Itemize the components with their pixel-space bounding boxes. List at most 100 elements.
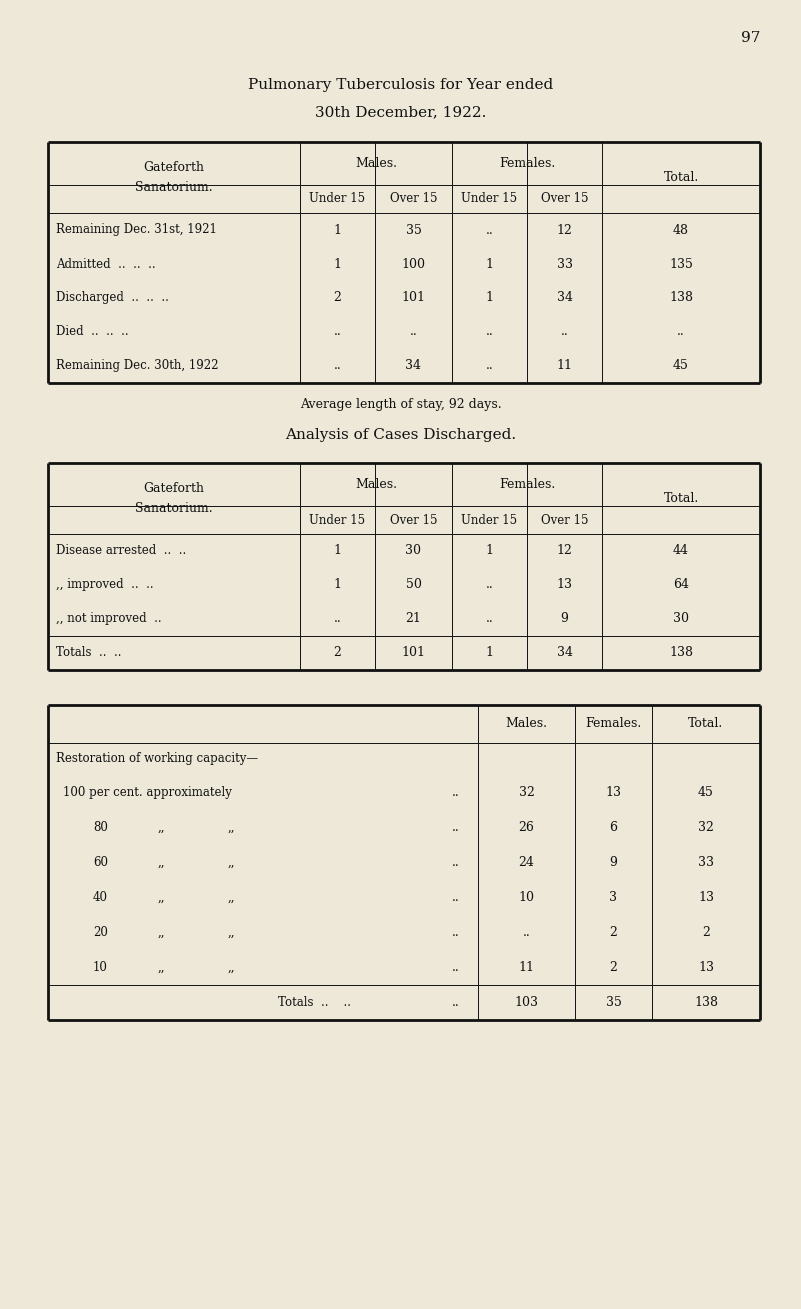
Text: 135: 135: [669, 258, 693, 271]
Text: Discharged  ..  ..  ..: Discharged .. .. ..: [56, 292, 169, 305]
Text: ..: ..: [561, 326, 569, 339]
Text: 13: 13: [698, 891, 714, 905]
Text: ,,: ,,: [228, 961, 235, 974]
Text: ..: ..: [452, 925, 460, 939]
Text: ..: ..: [452, 821, 460, 834]
Text: 60: 60: [93, 856, 108, 869]
Text: Females.: Females.: [499, 478, 555, 491]
Text: 2: 2: [610, 961, 618, 974]
Text: 103: 103: [514, 996, 538, 1009]
Text: Under 15: Under 15: [309, 192, 365, 206]
Text: Under 15: Under 15: [461, 513, 517, 526]
Text: 1: 1: [333, 579, 341, 592]
Text: 34: 34: [557, 292, 573, 305]
Text: 33: 33: [698, 856, 714, 869]
Text: 50: 50: [405, 579, 421, 592]
Text: Males.: Males.: [355, 157, 397, 170]
Text: Females.: Females.: [586, 717, 642, 730]
Text: ,,: ,,: [228, 891, 235, 905]
Text: 20: 20: [93, 925, 108, 939]
Text: ..: ..: [334, 360, 341, 373]
Text: Total.: Total.: [688, 717, 723, 730]
Text: Under 15: Under 15: [461, 192, 517, 206]
Text: ..: ..: [485, 360, 493, 373]
Text: Totals  ..    ..: Totals .. ..: [278, 996, 351, 1009]
Text: 2: 2: [610, 925, 618, 939]
Text: 1: 1: [333, 224, 341, 237]
Text: 2: 2: [333, 292, 341, 305]
Text: ..: ..: [334, 326, 341, 339]
Text: 12: 12: [557, 224, 573, 237]
Text: 35: 35: [405, 224, 421, 237]
Text: 64: 64: [673, 579, 689, 592]
Text: 1: 1: [333, 258, 341, 271]
Text: Males.: Males.: [505, 717, 548, 730]
Text: Analysis of Cases Discharged.: Analysis of Cases Discharged.: [285, 428, 516, 442]
Text: 24: 24: [518, 856, 534, 869]
Text: 45: 45: [673, 360, 689, 373]
Text: 9: 9: [610, 856, 618, 869]
Text: ..: ..: [452, 961, 460, 974]
Text: 2: 2: [333, 647, 341, 660]
Text: Sanatorium.: Sanatorium.: [135, 501, 213, 514]
Text: 100 per cent. approximately: 100 per cent. approximately: [63, 785, 231, 798]
Text: 3: 3: [610, 891, 618, 905]
Text: 10: 10: [93, 961, 108, 974]
Text: ,,: ,,: [158, 961, 166, 974]
Text: Sanatorium.: Sanatorium.: [135, 181, 213, 194]
Text: 13: 13: [606, 785, 622, 798]
Text: Over 15: Over 15: [390, 192, 437, 206]
Text: Under 15: Under 15: [309, 513, 365, 526]
Text: Total.: Total.: [663, 171, 698, 185]
Text: 30: 30: [405, 545, 421, 558]
Text: 13: 13: [557, 579, 573, 592]
Text: ..: ..: [522, 925, 530, 939]
Text: 11: 11: [557, 360, 573, 373]
Text: 30th December, 1922.: 30th December, 1922.: [315, 105, 486, 119]
Text: Over 15: Over 15: [541, 192, 588, 206]
Text: 1: 1: [485, 292, 493, 305]
Text: 33: 33: [557, 258, 573, 271]
Text: 101: 101: [401, 292, 425, 305]
Text: ..: ..: [409, 326, 417, 339]
Text: ,,: ,,: [158, 891, 166, 905]
Text: ,,: ,,: [158, 856, 166, 869]
Text: Over 15: Over 15: [541, 513, 588, 526]
Text: 44: 44: [673, 545, 689, 558]
Text: 138: 138: [694, 996, 718, 1009]
Text: Admitted  ..  ..  ..: Admitted .. .. ..: [56, 258, 155, 271]
Text: 13: 13: [698, 961, 714, 974]
Text: 11: 11: [518, 961, 534, 974]
Text: ,,: ,,: [228, 856, 235, 869]
Text: ,, improved  ..  ..: ,, improved .. ..: [56, 579, 154, 592]
Text: 101: 101: [401, 647, 425, 660]
Text: 1: 1: [485, 647, 493, 660]
Text: ..: ..: [485, 579, 493, 592]
Text: ,,: ,,: [158, 821, 166, 834]
Text: 26: 26: [518, 821, 534, 834]
Text: Average length of stay, 92 days.: Average length of stay, 92 days.: [300, 398, 501, 411]
Text: Pulmonary Tuberculosis for Year ended: Pulmonary Tuberculosis for Year ended: [248, 79, 553, 92]
Text: ..: ..: [452, 891, 460, 905]
Text: 35: 35: [606, 996, 622, 1009]
Text: 32: 32: [518, 785, 534, 798]
Text: ..: ..: [452, 856, 460, 869]
Text: Totals  ..  ..: Totals .. ..: [56, 647, 122, 660]
Text: 21: 21: [405, 613, 421, 626]
Text: 1: 1: [485, 258, 493, 271]
Text: ,,: ,,: [158, 925, 166, 939]
Text: Gateforth: Gateforth: [143, 482, 204, 495]
Text: ,,: ,,: [228, 925, 235, 939]
Text: Died  ..  ..  ..: Died .. .. ..: [56, 326, 129, 339]
Text: ,, not improved  ..: ,, not improved ..: [56, 613, 162, 626]
Text: 9: 9: [561, 613, 569, 626]
Text: 10: 10: [518, 891, 534, 905]
Text: 34: 34: [557, 647, 573, 660]
Text: 1: 1: [333, 545, 341, 558]
Text: ..: ..: [485, 613, 493, 626]
Text: Females.: Females.: [499, 157, 555, 170]
Text: 32: 32: [698, 821, 714, 834]
Text: 48: 48: [673, 224, 689, 237]
Text: Gateforth: Gateforth: [143, 161, 204, 174]
Text: 45: 45: [698, 785, 714, 798]
